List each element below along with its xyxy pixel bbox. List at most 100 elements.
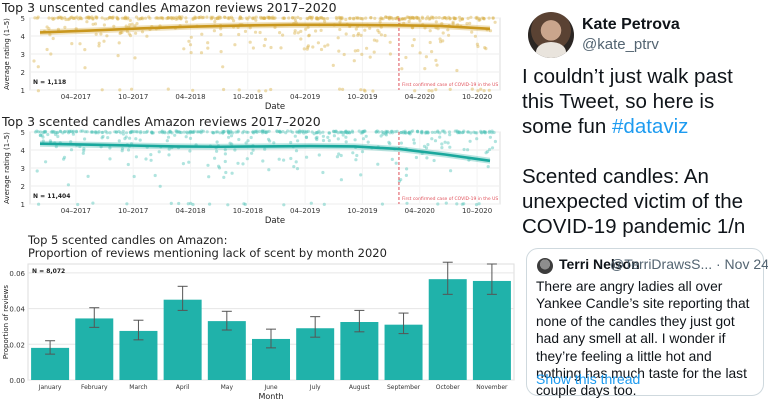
data-point xyxy=(355,153,359,158)
data-point xyxy=(436,202,440,206)
data-point xyxy=(253,30,258,34)
data-point xyxy=(293,16,297,20)
data-point xyxy=(185,131,189,135)
data-point xyxy=(393,16,397,20)
data-point xyxy=(166,16,170,20)
data-point xyxy=(243,29,248,33)
data-point xyxy=(262,16,266,20)
x-axis-label: Month xyxy=(258,392,283,401)
data-point xyxy=(478,18,482,22)
data-point xyxy=(448,17,452,21)
hashtag-link[interactable]: #dataviz xyxy=(612,115,689,138)
data-point xyxy=(222,15,227,19)
data-point xyxy=(126,148,131,152)
data-point xyxy=(116,54,120,58)
data-point xyxy=(307,15,312,20)
data-point xyxy=(63,130,67,134)
data-point xyxy=(420,131,424,135)
data-point xyxy=(418,19,422,23)
data-point xyxy=(486,150,490,154)
author-handle[interactable]: @kate_ptrv xyxy=(582,36,659,53)
data-point xyxy=(307,34,311,38)
tweet-text-part1: I couldn’t just walk past this Tweet, so… xyxy=(522,65,733,138)
data-point xyxy=(70,15,74,19)
data-point xyxy=(390,129,394,133)
data-point xyxy=(380,17,384,21)
avatar[interactable] xyxy=(528,12,574,58)
data-point xyxy=(387,16,391,20)
data-point xyxy=(147,15,151,19)
data-point xyxy=(491,16,495,20)
data-point xyxy=(319,28,323,32)
data-point xyxy=(160,129,164,133)
data-point xyxy=(381,17,385,21)
n-label: N = 11,404 xyxy=(33,193,70,200)
data-point xyxy=(359,33,363,37)
quoted-tweet[interactable]: Terri Nelson @TerriDrawsS... · Nov 24 Th… xyxy=(526,248,768,398)
data-point xyxy=(187,39,191,43)
data-point xyxy=(317,153,321,157)
data-point xyxy=(182,130,186,134)
data-point xyxy=(351,151,355,155)
data-point xyxy=(261,159,265,163)
data-point xyxy=(122,16,126,20)
data-point xyxy=(63,25,67,29)
data-point xyxy=(321,134,325,138)
data-point xyxy=(87,15,91,19)
data-point xyxy=(118,31,122,36)
data-point xyxy=(424,131,428,135)
data-point xyxy=(449,169,453,173)
unscented-scatter-chart: 1 2 3 4 5 04–2017 10–2017 04–2018 10–2018 04–2019… xyxy=(3,15,501,112)
y-tick-label: 0.04 xyxy=(9,306,25,314)
data-point xyxy=(207,175,211,179)
data-point xyxy=(62,157,66,161)
data-point xyxy=(362,88,366,92)
data-point xyxy=(178,15,182,19)
data-point xyxy=(120,149,124,153)
data-point xyxy=(284,131,288,135)
data-point xyxy=(168,129,172,133)
data-point xyxy=(247,15,251,19)
data-point xyxy=(237,32,241,37)
data-point xyxy=(199,15,203,19)
data-point xyxy=(416,16,420,20)
data-point xyxy=(117,41,121,45)
data-point xyxy=(335,17,339,21)
x-tick-label: 10–2017 xyxy=(118,93,148,101)
data-point xyxy=(197,16,201,20)
data-point xyxy=(457,15,462,19)
show-thread-link[interactable]: Show this thread xyxy=(536,371,641,387)
data-point xyxy=(194,16,198,20)
data-point xyxy=(133,24,137,28)
data-point xyxy=(177,15,181,19)
data-point xyxy=(407,15,411,20)
data-point xyxy=(409,16,413,21)
data-point xyxy=(272,16,276,20)
author-name[interactable]: Kate Petrova xyxy=(582,16,680,33)
data-point xyxy=(179,17,183,21)
data-point xyxy=(205,15,209,19)
data-point xyxy=(36,65,40,69)
bar-april xyxy=(163,299,202,380)
data-point xyxy=(461,130,465,134)
data-point xyxy=(298,129,302,133)
x-tick-label: October xyxy=(436,384,461,391)
data-point xyxy=(473,131,477,135)
data-point xyxy=(268,139,272,143)
x-tick-label: September xyxy=(387,384,421,391)
data-point xyxy=(420,130,424,134)
data-point xyxy=(124,131,129,135)
data-point xyxy=(200,129,204,133)
data-point xyxy=(229,134,234,138)
data-point xyxy=(340,130,344,134)
data-point xyxy=(345,131,349,135)
data-point xyxy=(180,15,184,19)
data-point xyxy=(210,16,214,20)
data-point xyxy=(133,56,137,60)
data-point xyxy=(304,135,308,139)
data-point xyxy=(156,16,160,20)
data-point xyxy=(248,40,252,44)
data-point xyxy=(403,17,407,21)
data-point xyxy=(348,16,352,21)
data-point xyxy=(201,15,205,19)
